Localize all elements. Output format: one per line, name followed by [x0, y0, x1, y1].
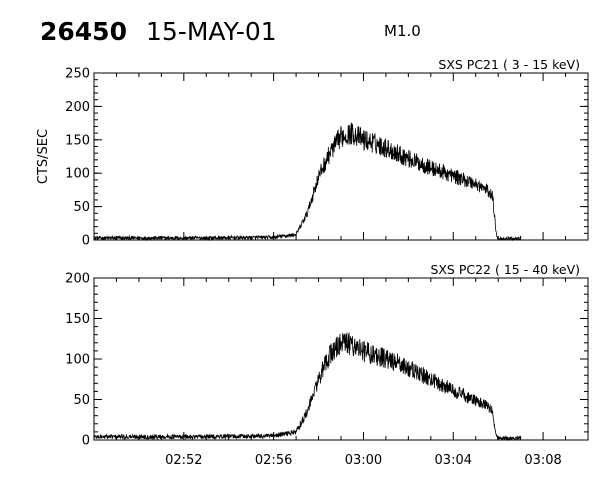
panel-1: 0 50 100 150 200 250 SXS PC21 ( 3 - 15 keV) CTS…: [36, 57, 589, 249]
event-date: 15-MAY-01: [146, 17, 277, 46]
series-line: [93, 122, 522, 242]
x-tick-label: 02:52: [165, 453, 202, 468]
y-tick-label: 150: [65, 312, 90, 327]
event-id: 26450: [40, 17, 127, 46]
y-tick-label: 50: [73, 200, 90, 215]
panel-2: 0 50 100 150 200 02:52 02:56 03:00 03:04 03:08 SXS…: [65, 262, 589, 468]
x-tick-label: 02:56: [255, 453, 292, 468]
y-tick-label: 50: [73, 393, 90, 408]
x-tick-label: 03:04: [435, 453, 472, 468]
x-tick-label: 03:00: [345, 453, 382, 468]
channel-title: SXS PC22 ( 15 - 40 keV): [430, 262, 580, 277]
x-tick-label: 03:08: [524, 453, 561, 468]
y-tick-label: 0: [82, 434, 90, 449]
y-tick-label: 0: [82, 234, 90, 249]
y-tick-label: 200: [65, 100, 90, 115]
y-tick-label: 100: [65, 353, 90, 368]
y-tick-label: 200: [65, 272, 90, 287]
plot-frame: [93, 277, 589, 441]
channel-title: SXS PC21 ( 3 - 15 keV): [438, 57, 580, 72]
y-tick-label: 100: [65, 167, 90, 182]
plot-frame: [93, 72, 589, 241]
y-tick-label: 250: [65, 67, 90, 82]
flare-class: M1.0: [384, 22, 421, 40]
y-tick-label: 150: [65, 133, 90, 148]
y-axis-label: CTS/SEC: [36, 129, 51, 184]
series-line: [93, 332, 521, 442]
